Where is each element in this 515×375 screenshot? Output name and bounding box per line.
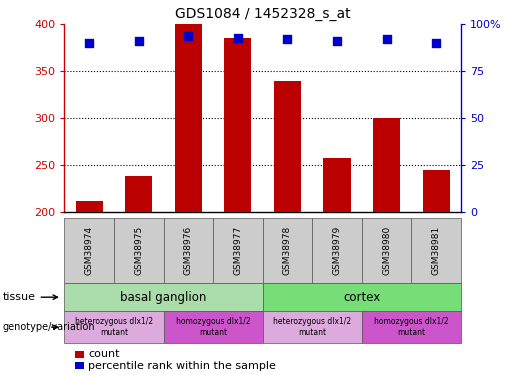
Point — [85, 40, 93, 46]
Bar — [114, 217, 163, 283]
Text: homozygous dlx1/2
mutant: homozygous dlx1/2 mutant — [176, 318, 250, 337]
Bar — [312, 217, 362, 283]
Title: GDS1084 / 1452328_s_at: GDS1084 / 1452328_s_at — [175, 7, 351, 21]
Bar — [411, 217, 461, 283]
Bar — [64, 283, 263, 311]
Text: homozygous dlx1/2
mutant: homozygous dlx1/2 mutant — [374, 318, 449, 337]
Bar — [373, 118, 400, 212]
Bar — [263, 283, 461, 311]
Bar — [163, 217, 213, 283]
Point — [432, 40, 440, 46]
Point — [234, 34, 242, 40]
Text: GSM38974: GSM38974 — [84, 226, 94, 275]
Point — [184, 33, 193, 39]
Text: heterozygous dlx1/2
mutant: heterozygous dlx1/2 mutant — [75, 318, 153, 337]
Bar — [263, 311, 362, 343]
Bar — [362, 217, 411, 283]
Point — [333, 38, 341, 44]
Bar — [224, 39, 251, 212]
Text: GSM38980: GSM38980 — [382, 226, 391, 275]
Bar — [75, 351, 84, 358]
Bar — [263, 217, 312, 283]
Bar — [75, 362, 84, 369]
Bar — [274, 81, 301, 212]
Bar — [64, 311, 163, 343]
Point — [134, 38, 143, 44]
Bar — [125, 176, 152, 212]
Bar — [163, 311, 263, 343]
Bar — [323, 158, 351, 212]
Text: heterozygous dlx1/2
mutant: heterozygous dlx1/2 mutant — [273, 318, 351, 337]
Bar — [362, 311, 461, 343]
Text: percentile rank within the sample: percentile rank within the sample — [88, 361, 276, 370]
Text: GSM38979: GSM38979 — [333, 226, 341, 275]
Point — [383, 36, 391, 42]
Text: count: count — [88, 350, 119, 359]
Bar — [64, 217, 114, 283]
Text: GSM38975: GSM38975 — [134, 226, 143, 275]
Text: basal ganglion: basal ganglion — [121, 291, 207, 304]
Point — [283, 36, 291, 42]
Bar — [213, 217, 263, 283]
Bar — [76, 201, 103, 212]
Text: GSM38981: GSM38981 — [432, 226, 441, 275]
Text: cortex: cortex — [343, 291, 381, 304]
Text: tissue: tissue — [3, 292, 58, 302]
Bar — [422, 170, 450, 212]
Text: GSM38976: GSM38976 — [184, 226, 193, 275]
Text: genotype/variation: genotype/variation — [3, 322, 95, 332]
Bar — [175, 24, 202, 212]
Text: GSM38977: GSM38977 — [233, 226, 243, 275]
Text: GSM38978: GSM38978 — [283, 226, 292, 275]
